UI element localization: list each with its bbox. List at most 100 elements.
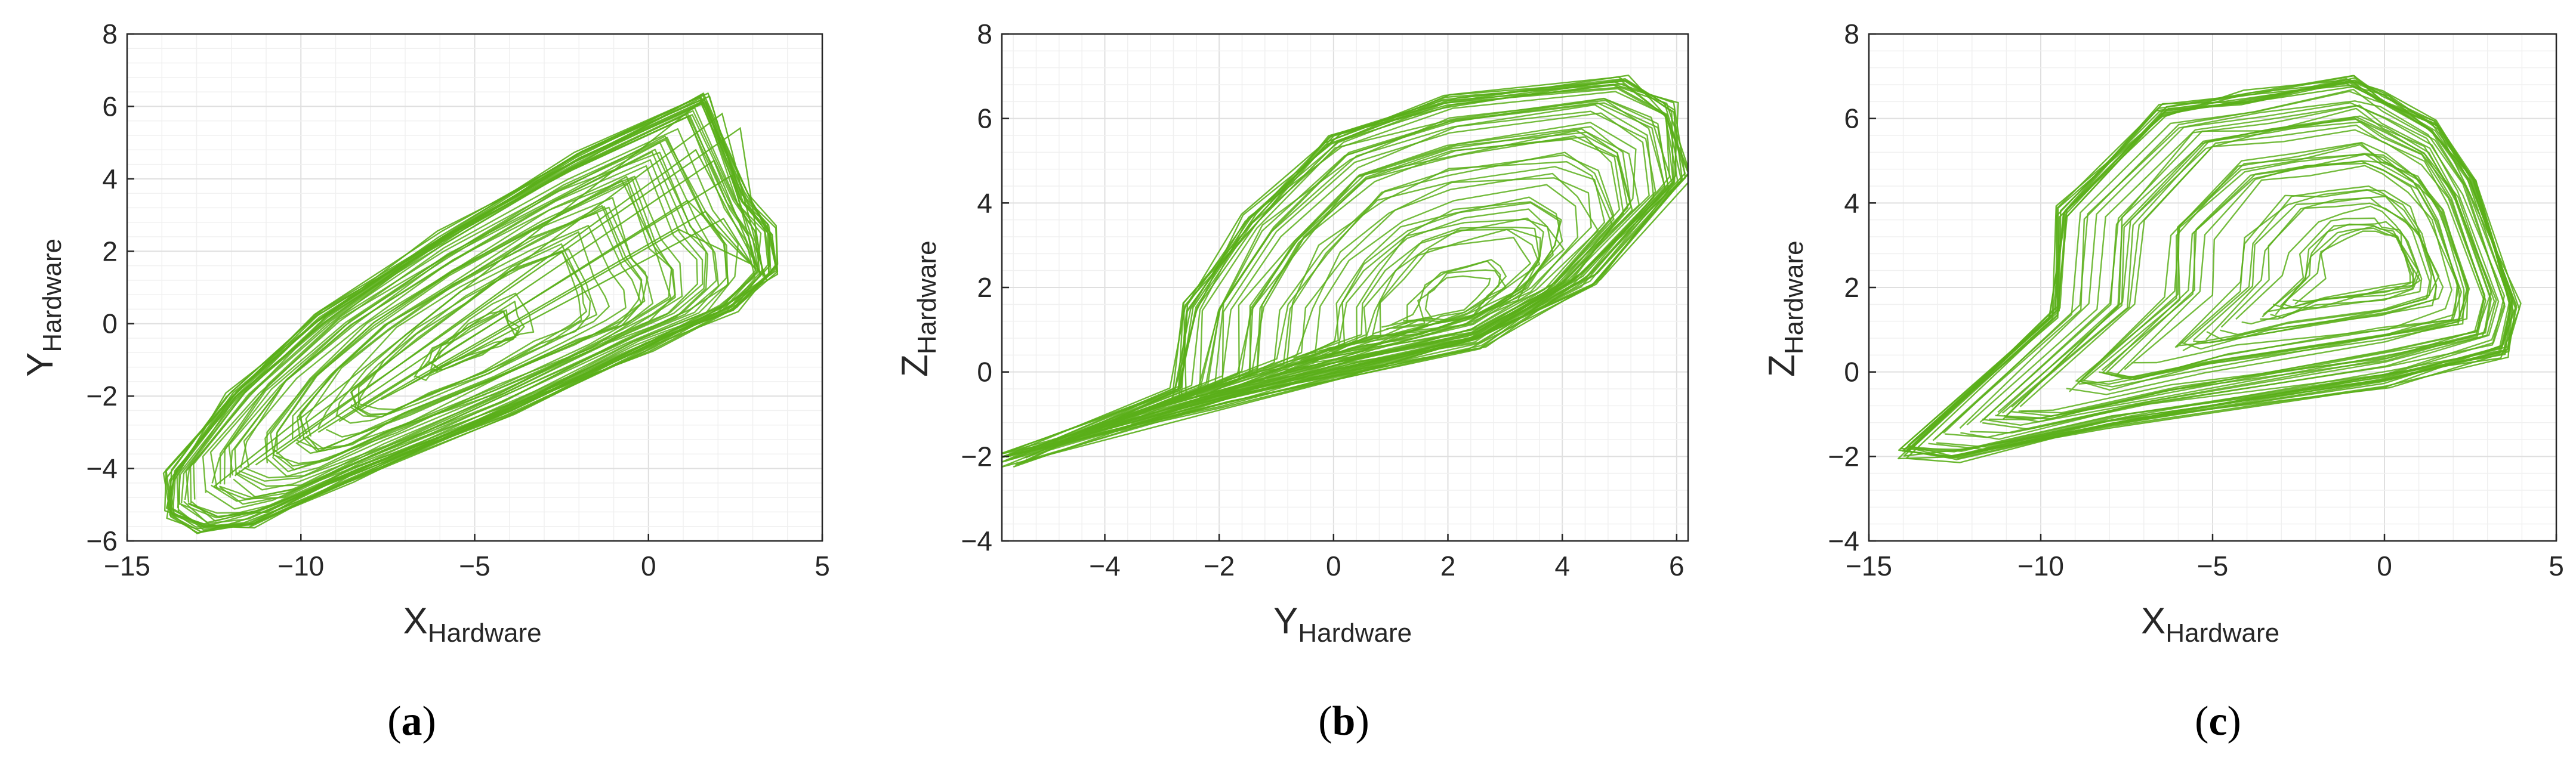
trajectory-loop — [1062, 104, 1655, 442]
panel-a-caption: (a) — [387, 698, 436, 744]
x-tick-label: 5 — [2549, 550, 2564, 581]
panel-a-y-axis-label: YHardware — [20, 239, 67, 377]
y-tick-label: −2 — [961, 441, 992, 472]
x-tick-label: −2 — [1204, 550, 1235, 581]
trajectory-loop — [1995, 117, 2486, 420]
y-tick-label: 8 — [1844, 18, 1859, 50]
y-tick-label: 2 — [977, 272, 992, 303]
trajectory-ray — [401, 228, 752, 390]
trajectory-loop — [305, 212, 643, 450]
y-tick-label: −2 — [87, 380, 118, 412]
panel-a-x-axis-label: XHardware — [403, 601, 542, 648]
trajectory-outer-loop — [1905, 79, 2515, 459]
panel-c-x-axis-label: XHardware — [2141, 601, 2279, 648]
y-tick-label: 0 — [977, 357, 992, 388]
trajectory-outer-loop — [1902, 77, 2513, 457]
trajectory-loop — [2282, 225, 2415, 308]
trajectory-outer-loop — [166, 100, 769, 530]
trajectory-outer-loop — [1898, 75, 2513, 458]
panel-c-y-axis-label: ZHardware — [1761, 240, 1809, 377]
trajectory-loop — [1285, 218, 1554, 372]
y-tick-label: 4 — [102, 163, 118, 194]
trajectory-loop — [1268, 202, 1561, 373]
trajectory-loop — [1013, 91, 1670, 459]
y-tick-label: −2 — [1828, 441, 1859, 472]
y-tick-label: 4 — [1844, 187, 1859, 218]
panel-b-trajectory — [1002, 75, 1688, 468]
trajectory-outer-loop — [1900, 75, 2522, 453]
y-tick-label: 6 — [1844, 103, 1859, 134]
trajectory-loop — [350, 243, 591, 415]
x-tick-label: 4 — [1554, 550, 1570, 581]
trajectory-ray — [213, 98, 767, 487]
x-tick-label: 6 — [1669, 550, 1685, 581]
trajectory-loop — [1997, 115, 2491, 423]
trajectory-ray — [359, 210, 755, 412]
trajectory-outer-loop — [1002, 79, 1686, 454]
trajectory-loop — [317, 225, 627, 438]
panel-a-trajectory — [162, 92, 779, 534]
trajectory-ray — [380, 218, 754, 401]
trajectory-loop — [219, 141, 720, 499]
trajectory-loop — [2078, 153, 2470, 385]
trajectory-outer-loop — [1002, 80, 1674, 454]
panel-b-y-axis-label: ZHardware — [894, 240, 942, 377]
trajectory-loop — [1224, 184, 1579, 391]
y-tick-label: 6 — [102, 91, 118, 122]
trajectory-loop — [2263, 221, 2421, 319]
trajectory-loop — [357, 250, 582, 410]
trajectory-loop — [1159, 154, 1615, 414]
y-tick-label: 6 — [977, 103, 992, 134]
trajectory-loop — [2193, 196, 2440, 344]
panel-a-grid — [127, 33, 823, 542]
trajectory-ray — [297, 159, 761, 444]
trajectory-ray — [338, 199, 757, 422]
x-tick-label: 5 — [815, 550, 830, 581]
y-tick-label: 0 — [1844, 357, 1859, 388]
trajectory-loop — [1122, 138, 1624, 425]
y-tick-label: 2 — [102, 236, 118, 267]
panel-b-chart: −4 −2 0 2 4 6 −4 −2 0 2 4 6 8 YHardware ZHardware (b… — [894, 18, 1689, 744]
panel-c-trajectory — [1898, 75, 2522, 463]
y-tick-label: 2 — [1844, 272, 1859, 303]
x-tick-label: 0 — [1326, 550, 1341, 581]
trajectory-loop — [266, 178, 676, 472]
trajectory-loop — [1966, 104, 2500, 434]
trajectory-outer-loop — [1015, 86, 1688, 466]
x-tick-label: −15 — [1846, 550, 1892, 581]
trajectory-loop — [209, 137, 729, 502]
trajectory-loop — [2174, 189, 2437, 352]
x-tick-label: −5 — [459, 550, 490, 581]
y-tick-label: 4 — [977, 187, 992, 218]
trajectory-loop — [243, 165, 698, 479]
trajectory-loop — [2235, 205, 2423, 325]
trajectory-outer-loop — [1905, 80, 2521, 463]
x-tick-label: −10 — [277, 550, 324, 581]
panel-a-chart: −15 −10 −5 0 5 −6 −4 −2 0 2 4 6 8 XHardware YHardwar… — [20, 18, 830, 744]
trajectory-loop — [298, 206, 643, 453]
trajectory-loop — [273, 180, 672, 467]
x-tick-label: −10 — [2017, 550, 2064, 581]
x-tick-label: −15 — [104, 550, 150, 581]
y-tick-label: −4 — [87, 453, 118, 484]
trajectory-loop — [2066, 141, 2469, 395]
y-tick-label: 0 — [102, 308, 118, 339]
y-tick-label: −6 — [87, 525, 118, 556]
trajectory-loop — [228, 151, 717, 498]
trajectory-outer-loop — [1002, 83, 1679, 468]
trajectory-loop — [264, 175, 683, 477]
trajectory-loop — [238, 159, 704, 482]
trajectory-loop — [1258, 196, 1563, 382]
trajectory-loop — [1101, 126, 1631, 429]
panel-a-tick-labels: −15 −10 −5 0 5 −6 −4 −2 0 2 4 6 8 — [87, 18, 830, 581]
trajectory-loop — [292, 197, 654, 454]
trajectory-outer-loop — [165, 96, 778, 528]
trajectory-loop — [1982, 107, 2497, 430]
panel-b-x-axis-label: YHardware — [1273, 601, 1412, 648]
x-tick-label: 0 — [641, 550, 656, 581]
trajectory-outer-loop — [1003, 84, 1682, 458]
y-tick-label: −4 — [961, 525, 992, 556]
trajectory-loop — [1164, 161, 1613, 406]
y-tick-label: 8 — [977, 18, 992, 50]
